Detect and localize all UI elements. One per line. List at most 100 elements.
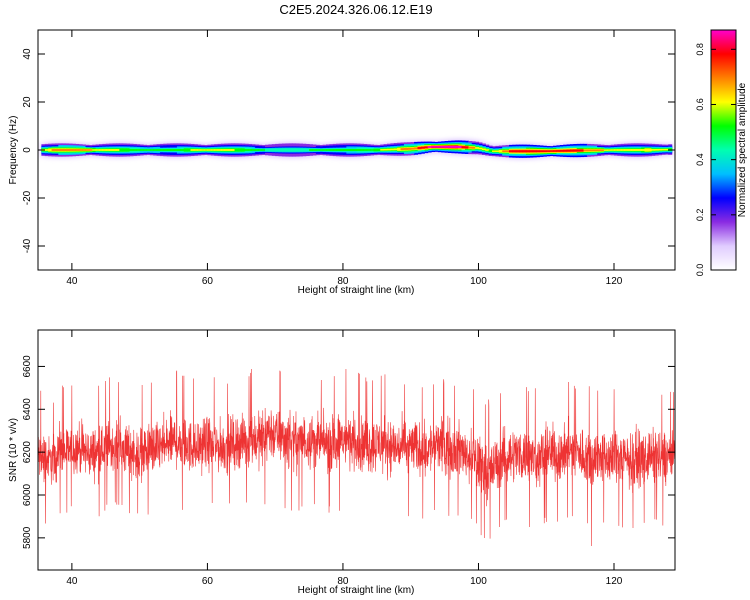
spectrogram-cell bbox=[370, 149, 375, 151]
spectrogram-cell bbox=[434, 146, 439, 148]
spectrogram-cell bbox=[617, 149, 622, 151]
snr-y-axis-label: SNR (10 * v/v) bbox=[8, 418, 19, 482]
spectrogram-cell bbox=[569, 149, 574, 152]
colorbar-tick-label: 0.0 bbox=[695, 264, 705, 277]
spectrogram-cell bbox=[600, 149, 605, 151]
snr-panel: 40 60 80 100 120 6600 6400 6200 6000 5800 Height … bbox=[8, 329, 676, 596]
spectrogram-cell bbox=[129, 149, 134, 151]
spectrogram-cell bbox=[458, 146, 463, 148]
spectrogram-cell bbox=[641, 149, 646, 151]
spectrogram-cell bbox=[248, 149, 253, 151]
spectrogram-cell bbox=[149, 149, 154, 151]
spectrogram-cell bbox=[298, 149, 303, 151]
spectrogram-cell bbox=[241, 149, 246, 151]
spectrogram-cell bbox=[553, 150, 558, 152]
spectrogram-cell bbox=[492, 150, 497, 152]
spectrogram-cell bbox=[342, 149, 347, 151]
spectrogram-cell bbox=[122, 149, 127, 151]
spectrogram-cell bbox=[180, 149, 185, 151]
spectrogram-cell bbox=[197, 149, 202, 151]
spectrogram-cell bbox=[658, 148, 663, 151]
spectrogram-cell bbox=[380, 149, 385, 151]
spectrogram-cell bbox=[420, 146, 425, 149]
spectrogram-y-tick-label: -40 bbox=[22, 238, 33, 253]
spectrogram-cell bbox=[580, 149, 585, 152]
colorbar-tick-label: 0.2 bbox=[695, 209, 705, 222]
spectrogram-cell bbox=[92, 149, 97, 151]
spectrogram-y-tick-label: -20 bbox=[22, 190, 33, 205]
spectrogram-cell bbox=[597, 149, 602, 152]
spectrogram-cell bbox=[170, 149, 175, 151]
spectrogram-cell bbox=[105, 149, 110, 151]
spectrogram-cell bbox=[542, 150, 547, 152]
spectrogram-cell bbox=[271, 149, 276, 151]
spectrogram-cell bbox=[68, 149, 73, 151]
spectrogram-cell bbox=[454, 145, 459, 148]
spectrogram-cell bbox=[268, 149, 273, 151]
spectrogram-panel: 40 60 80 100 120 40 20 0 -20 -40 Height of straig… bbox=[8, 29, 676, 296]
spectrogram-x-tick-label: 60 bbox=[202, 276, 214, 287]
spectrogram-cell bbox=[322, 149, 327, 151]
snr-y-tick-label: 6400 bbox=[22, 398, 33, 421]
spectrogram-cell bbox=[664, 148, 669, 151]
spectrogram-cell bbox=[464, 146, 469, 149]
spectrogram-x-tick-label: 120 bbox=[606, 276, 623, 287]
spectrogram-cell bbox=[281, 149, 286, 151]
spectrogram-cell bbox=[217, 149, 222, 151]
spectrogram-cell bbox=[109, 149, 114, 151]
spectrogram-cell bbox=[332, 149, 337, 151]
spectrogram-cell bbox=[82, 149, 87, 151]
colorbar-tick-label: 0.4 bbox=[695, 153, 705, 166]
spectrogram-cell bbox=[187, 149, 192, 151]
spectrogram-cell bbox=[471, 146, 476, 149]
spectrogram-cell bbox=[390, 148, 395, 151]
colorbar: 0.0 0.2 0.4 0.6 0.8 Normalized spectral ampl… bbox=[695, 29, 748, 277]
spectrogram-cell bbox=[126, 149, 131, 151]
spectrogram-cell bbox=[376, 149, 381, 151]
spectrogram-cell bbox=[309, 149, 314, 151]
spectrogram-cell bbox=[661, 148, 666, 151]
spectrogram-cell bbox=[603, 149, 608, 151]
spectrogram-cell bbox=[173, 149, 178, 151]
spectrogram-cell bbox=[505, 150, 510, 153]
spectrogram-heatmap bbox=[41, 137, 673, 162]
spectrogram-cell bbox=[590, 149, 595, 152]
spectrogram-x-tick-label: 80 bbox=[337, 276, 349, 287]
spectrogram-cell bbox=[78, 149, 83, 151]
spectrogram-cell bbox=[502, 150, 507, 153]
spectrogram-cell bbox=[159, 149, 164, 151]
spectrogram-cell bbox=[522, 150, 527, 153]
spectrogram-x-tick-label: 100 bbox=[470, 276, 487, 287]
snr-x-tick-label: 60 bbox=[202, 576, 214, 587]
spectrogram-cell bbox=[231, 149, 236, 151]
colorbar-tick-label: 0.8 bbox=[695, 43, 705, 56]
spectrogram-x-tick-label: 40 bbox=[66, 276, 78, 287]
snr-frame bbox=[37, 329, 676, 571]
spectrogram-cell bbox=[461, 146, 466, 149]
spectrogram-cell bbox=[359, 149, 364, 151]
spectrogram-cell bbox=[302, 149, 307, 151]
snr-x-tick-label: 120 bbox=[606, 576, 623, 587]
snr-x-tick-label: 100 bbox=[470, 576, 487, 587]
spectrogram-cell bbox=[115, 149, 120, 151]
spectrogram-cell bbox=[488, 150, 493, 152]
spectrogram-cell bbox=[265, 149, 270, 151]
spectrogram-cell bbox=[654, 148, 659, 151]
spectrogram-cell bbox=[366, 149, 371, 151]
snr-ticks: 40 60 80 100 120 6600 6400 6200 6000 5800 bbox=[22, 330, 675, 587]
spectrogram-cell bbox=[563, 149, 568, 152]
spectrogram-cell bbox=[515, 150, 520, 153]
spectrogram-cell bbox=[176, 149, 181, 151]
spectrogram-cell bbox=[207, 149, 212, 151]
spectrogram-cell bbox=[305, 149, 310, 151]
snr-y-tick-label: 5800 bbox=[22, 526, 33, 549]
spectrogram-cell bbox=[610, 149, 615, 151]
snr-x-tick-label: 80 bbox=[337, 576, 349, 587]
spectrogram-cell bbox=[417, 147, 422, 149]
spectrogram-cell bbox=[586, 149, 591, 152]
spectrogram-cell bbox=[285, 149, 290, 151]
spectrogram-cell bbox=[427, 146, 432, 148]
spectrogram-cell bbox=[508, 150, 513, 153]
spectrogram-cell bbox=[48, 149, 53, 151]
spectrogram-cell bbox=[512, 150, 517, 153]
